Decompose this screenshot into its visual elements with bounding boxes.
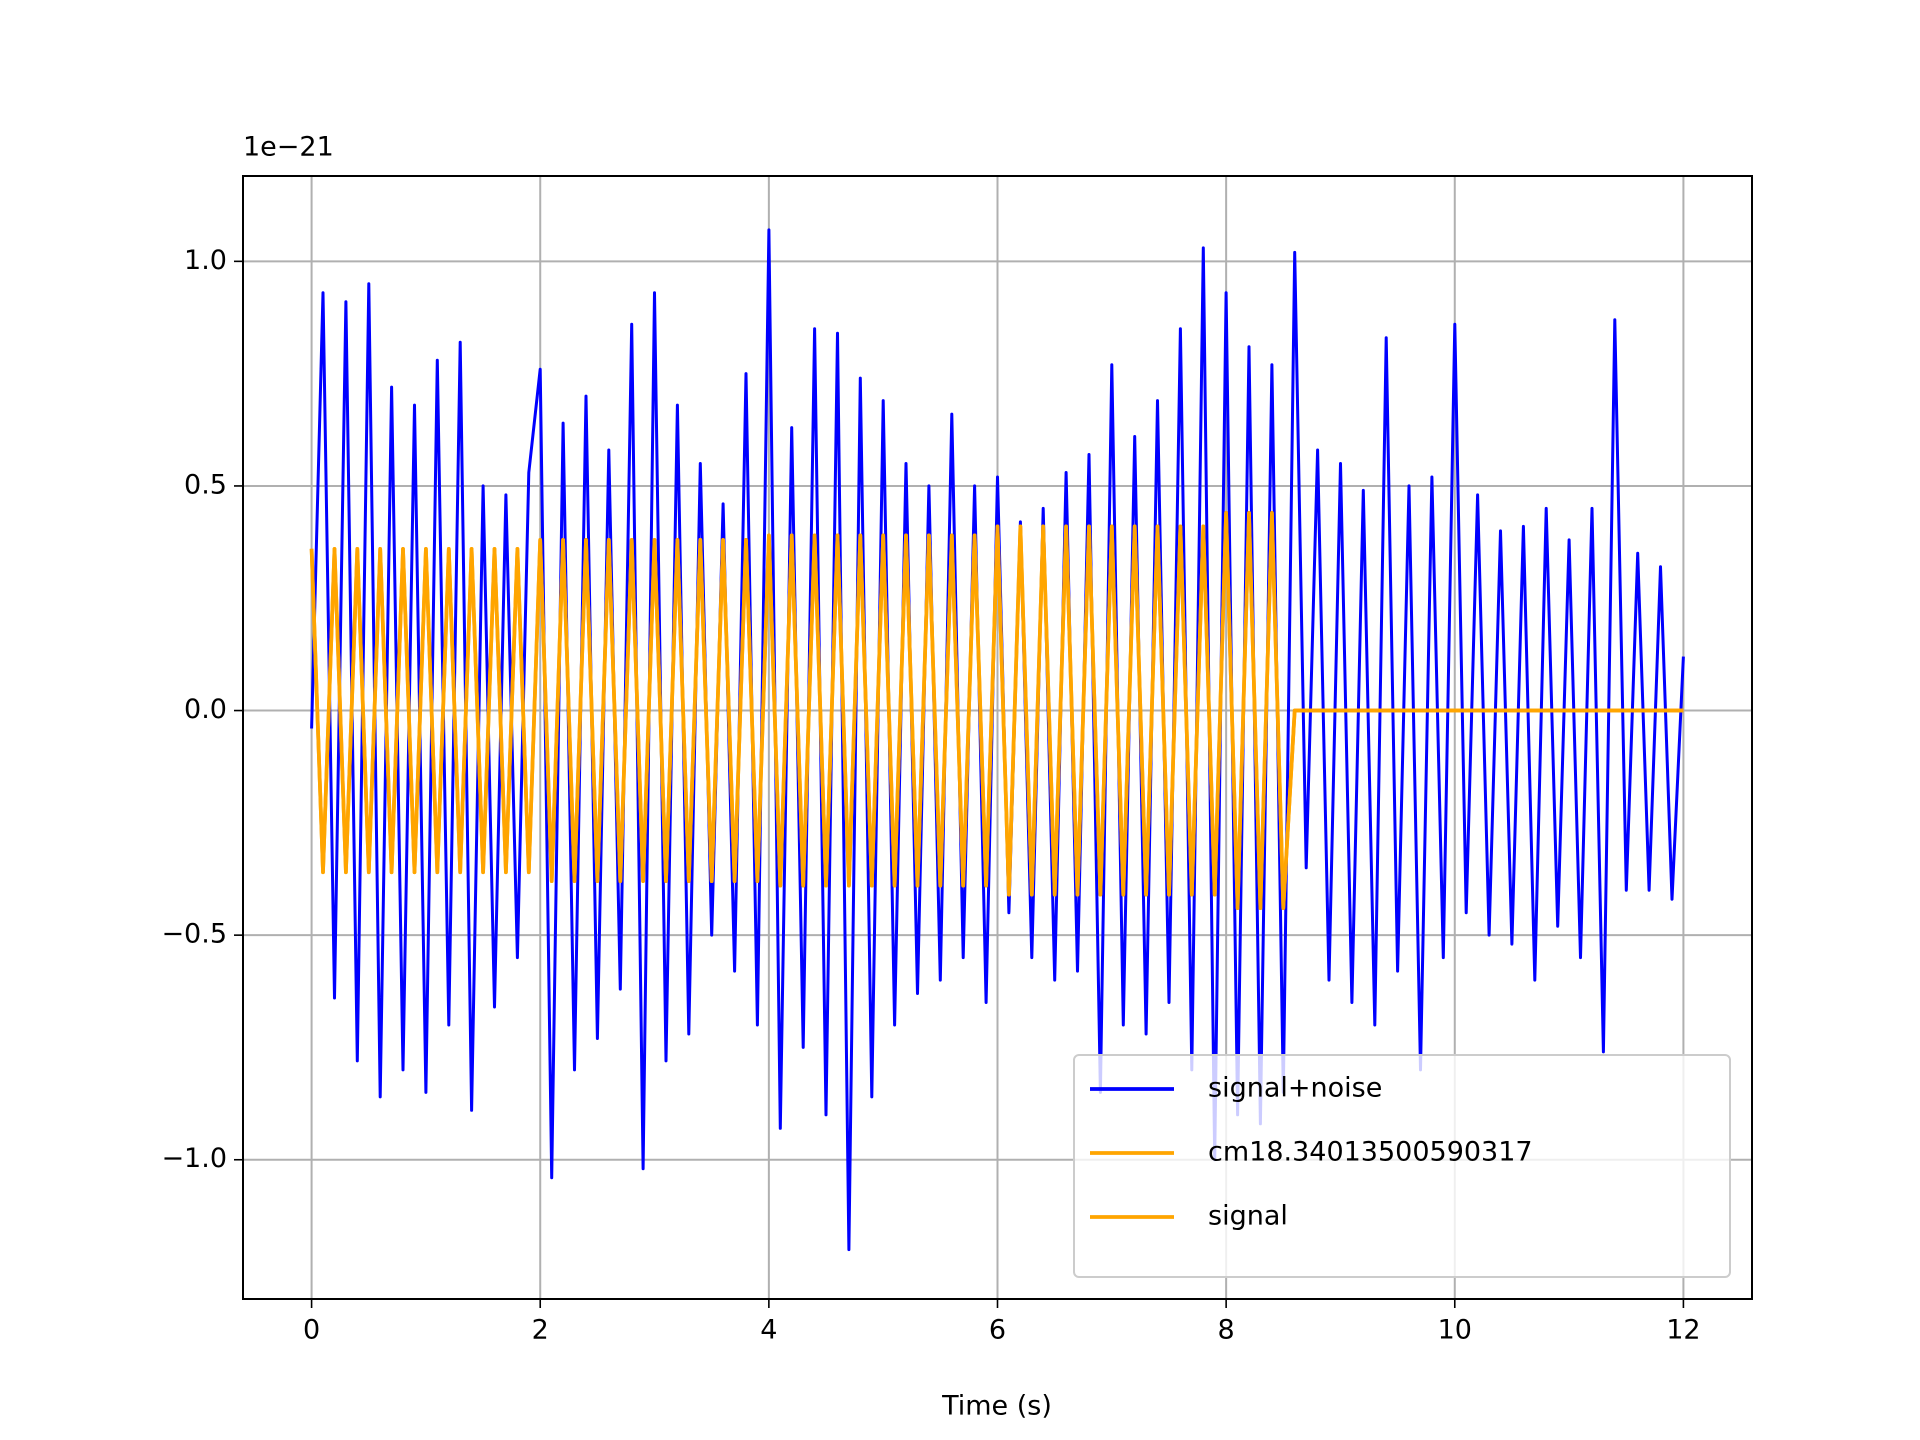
legend-label: signal <box>1208 1201 1288 1232</box>
legend-label: signal+noise <box>1208 1073 1382 1104</box>
y-tick-label: 1.0 <box>184 245 227 276</box>
x-tick-label: 0 <box>303 1315 320 1346</box>
y-offset-label: 1e−21 <box>243 132 334 163</box>
legend-label: cm18.34013500590317 <box>1208 1137 1533 1168</box>
x-tick-label: 10 <box>1438 1315 1472 1346</box>
y-tick-label: 0.5 <box>184 469 227 500</box>
x-tick-label: 2 <box>532 1315 549 1346</box>
series-line <box>310 228 1685 1252</box>
legend-box <box>1073 1054 1731 1278</box>
x-tick-label: 4 <box>760 1315 777 1346</box>
x-tick-label: 6 <box>989 1315 1006 1346</box>
plot-frame <box>242 175 1753 1300</box>
x-tick-label: 12 <box>1666 1315 1700 1346</box>
y-tick-label: 0.0 <box>184 694 227 725</box>
y-tick-label: −0.5 <box>161 919 227 950</box>
y-tick-label: −1.0 <box>161 1143 227 1174</box>
series-line <box>309 511 1684 911</box>
x-axis-label: Time (s) <box>941 1391 1052 1422</box>
x-tick-label: 8 <box>1218 1315 1235 1346</box>
